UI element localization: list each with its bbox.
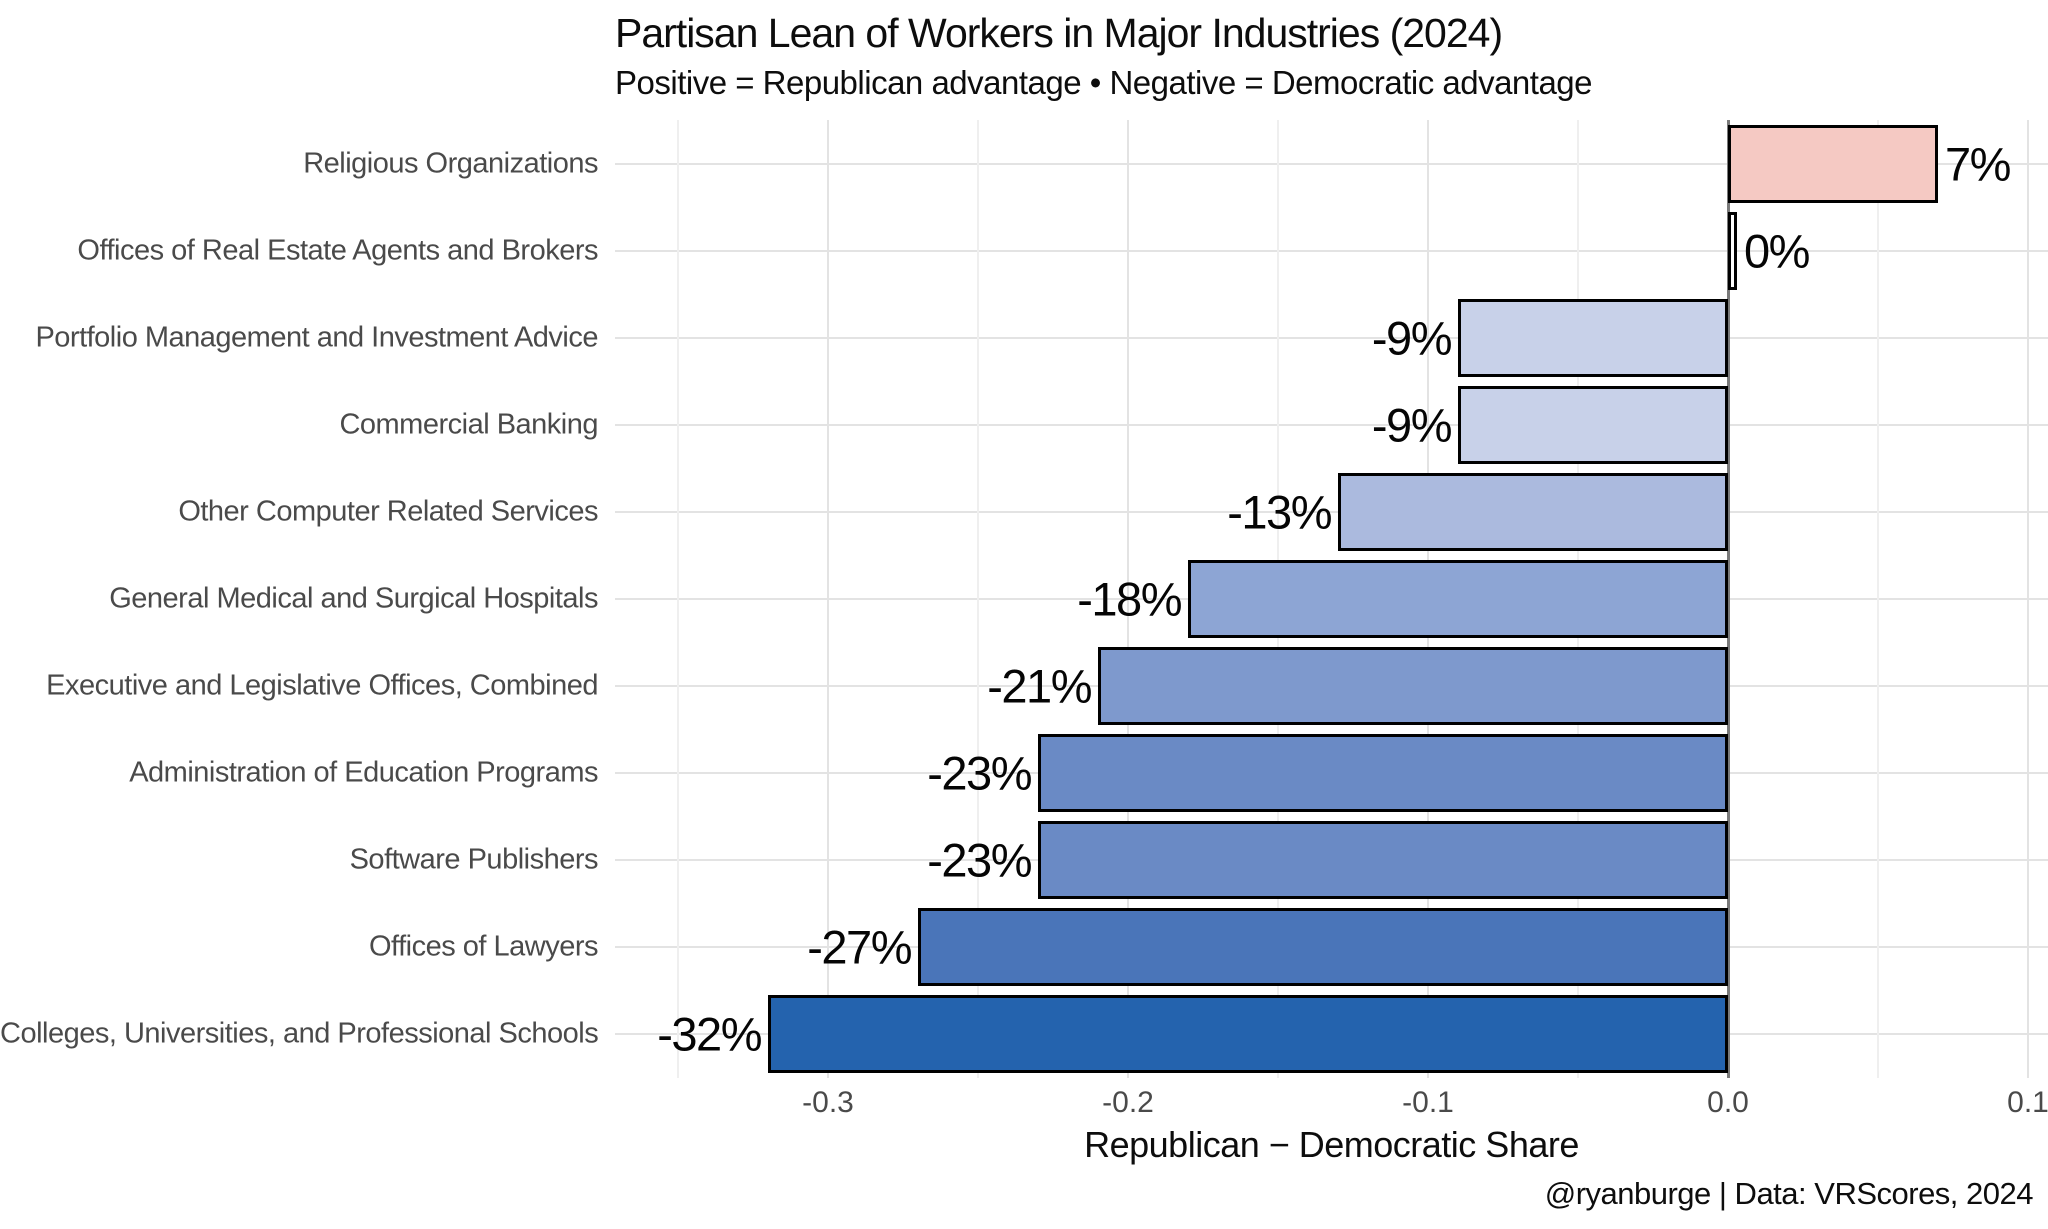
vertical-gridline-minor (677, 120, 679, 1078)
vertical-gridline-minor (977, 120, 979, 1078)
bar-value-label: -9% (1371, 311, 1453, 365)
category-label: Executive and Legislative Offices, Combi… (46, 669, 598, 702)
vertical-gridline-major (827, 120, 829, 1078)
bar (1098, 647, 1728, 726)
x-tick-label: -0.2 (1102, 1086, 1154, 1119)
footer-credit: @ryanburge | Data: VRScores, 2024 (1544, 1176, 2034, 1211)
chart-subtitle: Positive = Republican advantage • Negati… (615, 64, 1593, 101)
bar-value-label: -18% (1077, 572, 1182, 626)
category-label: Offices of Lawyers (368, 930, 599, 963)
category-label: Offices of Real Estate Agents and Broker… (77, 234, 598, 267)
bar-value-label: -21% (987, 659, 1092, 713)
horizontal-gridline (615, 510, 2048, 513)
bar (1338, 472, 1728, 551)
bar-value-label: -23% (927, 746, 1032, 800)
bar (1728, 211, 1737, 290)
chart-title: Partisan Lean of Workers in Major Indust… (615, 10, 1503, 56)
bar (768, 995, 1728, 1074)
bar (1728, 124, 1938, 203)
bar (1038, 821, 1728, 900)
x-tick-label: -0.3 (802, 1086, 854, 1119)
bar-value-label: -9% (1371, 398, 1453, 452)
bar-value-label: 7% (1945, 137, 2011, 191)
bar (1038, 734, 1728, 813)
vertical-gridline-major (1127, 120, 1129, 1078)
x-tick-label: 0.1 (2007, 1086, 2048, 1119)
bar-value-label: -27% (807, 920, 912, 974)
plot-panel: 7% 0% -9% -9% -13% -18% -21% -23% -23% -27% -32% (615, 120, 2048, 1078)
category-label: Religious Organizations (303, 147, 598, 180)
x-tick-label: 0.0 (1707, 1086, 1749, 1119)
vertical-gridline-major (2027, 120, 2029, 1078)
category-label: Other Computer Related Services (178, 495, 598, 528)
zero-baseline (1726, 120, 1730, 1078)
category-label: Administration of Education Programs (129, 756, 598, 789)
horizontal-gridline (615, 249, 2048, 252)
bar-value-label: -23% (927, 833, 1032, 887)
bar (1188, 560, 1728, 638)
x-axis-title: Republican − Democratic Share (1084, 1124, 1579, 1165)
bar (1458, 298, 1728, 377)
category-label: Software Publishers (349, 843, 599, 876)
category-label: Commercial Banking (339, 408, 598, 441)
vertical-gridline-minor (1877, 120, 1879, 1078)
bar-value-label: -32% (657, 1007, 762, 1061)
bar (1458, 385, 1728, 464)
bar-value-label: -13% (1227, 485, 1332, 539)
category-label: Colleges, Universities, and Professional… (0, 1017, 599, 1050)
bar-value-label: 0% (1744, 224, 1810, 278)
horizontal-gridline (615, 162, 2048, 165)
horizontal-gridline (615, 336, 2048, 339)
x-tick-label: -0.1 (1402, 1086, 1454, 1119)
category-label: Portfolio Management and Investment Advi… (35, 321, 598, 354)
horizontal-gridline (615, 423, 2048, 426)
category-label: General Medical and Surgical Hospitals (109, 582, 598, 615)
bar (918, 908, 1728, 987)
